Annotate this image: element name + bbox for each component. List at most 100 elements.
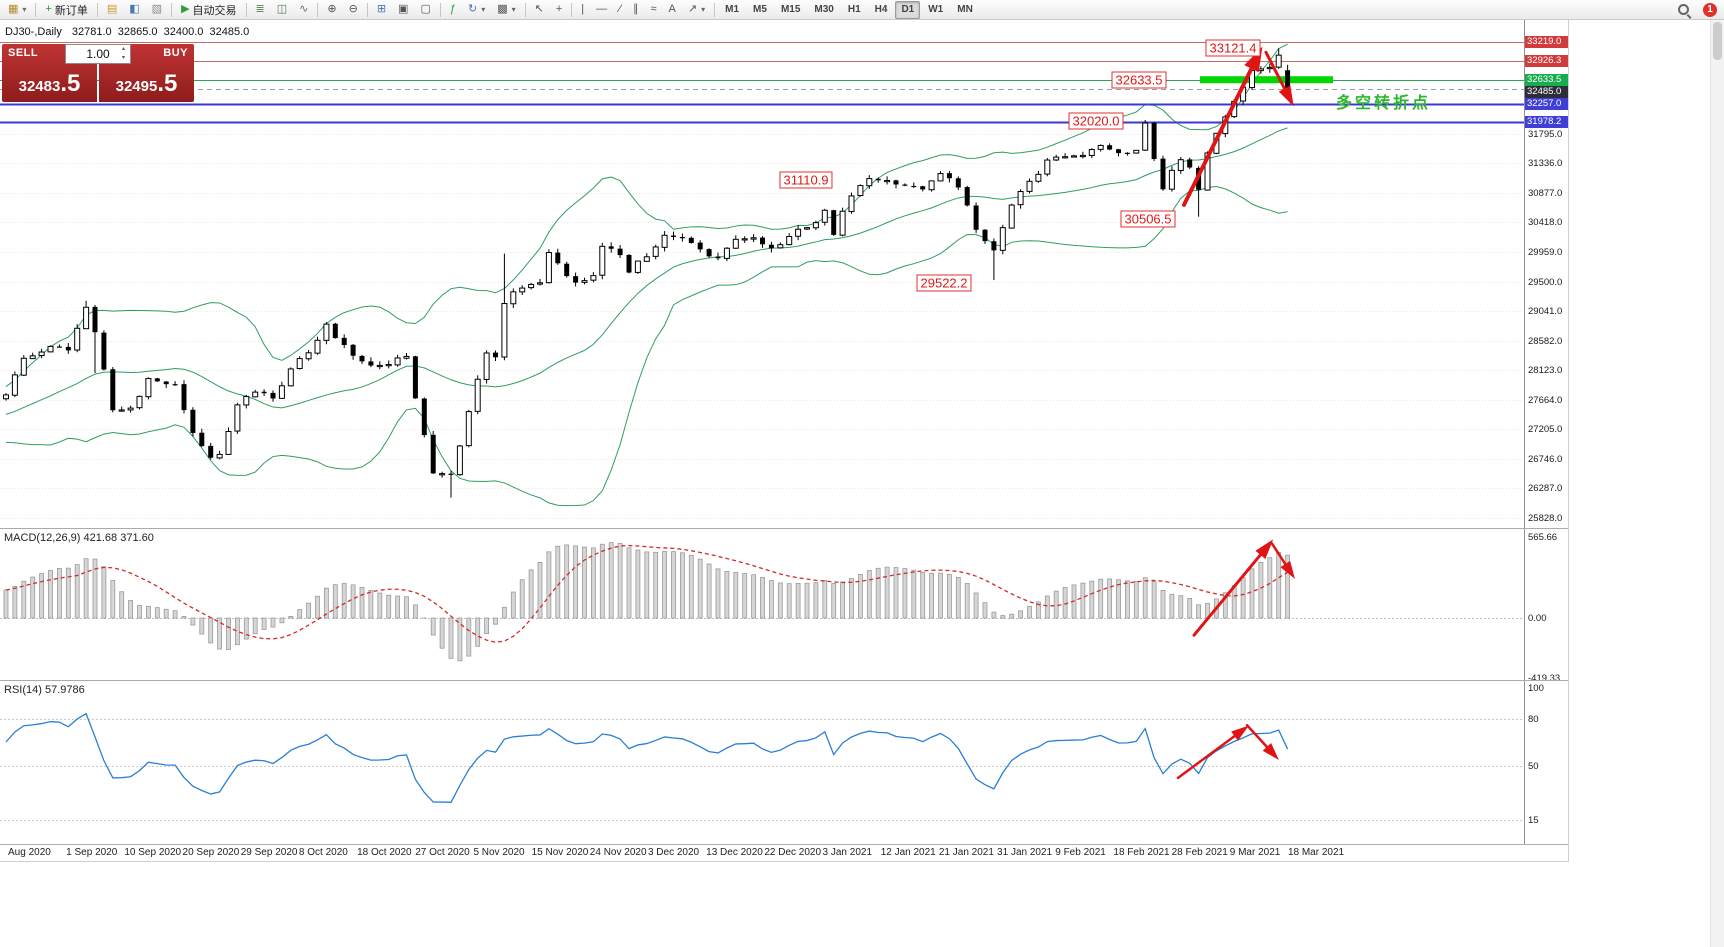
channel-button[interactable]: ∥ (628, 1, 644, 19)
toolbar: ▦ ▾ + 新订单 ▤ ◧ ▧ ▶ 自动交易 ≣ ◫ ∿ ⊕ ⊖ ⊞ ▣ ▢ ƒ ↻ ▾ ▩ ▾ ↖ + | — ∕ ∥ ≈ A ↗ ▾ M1 M… (0, 0, 1724, 20)
macd-signal-value: 371.60 (120, 532, 154, 544)
vertical-line-button[interactable]: | (576, 1, 589, 19)
navigator-button[interactable]: ▧ (147, 1, 167, 19)
new-order-button[interactable]: + 新订单 (40, 1, 92, 19)
candle-chart-icon: ◫ (276, 3, 288, 15)
channel-icon: ∥ (633, 3, 639, 15)
fibonacci-button[interactable]: ≈ (646, 1, 662, 19)
text-button[interactable]: A (664, 1, 681, 19)
cursor-button[interactable]: ↖ (530, 1, 549, 19)
time-axis-label: 9 Mar 2021 (1229, 847, 1281, 858)
price-axis: 31795.0 31336.0 30877.0 30418.0 29959.0 29500… (1524, 20, 1568, 844)
dropdown-caret-icon: ▾ (22, 5, 27, 14)
toolbar-separator (714, 2, 716, 17)
timeframe-d1-button[interactable]: D1 (895, 0, 921, 19)
add-indicator-icon: ƒ (449, 3, 456, 15)
add-indicator-button[interactable]: ƒ (445, 1, 461, 19)
rsi-axis-label: 80 (1528, 714, 1539, 725)
rsi-axis-label: 100 (1528, 683, 1544, 694)
buy-button[interactable]: BUY 32495.5 (99, 44, 194, 102)
crosshair-button[interactable]: + (551, 1, 567, 19)
line-chart-button[interactable]: ∿ (294, 1, 313, 19)
search-icon[interactable] (1678, 4, 1692, 19)
scrollbar-thumb[interactable] (1713, 22, 1722, 60)
time-axis-separator[interactable] (0, 844, 1568, 845)
time-axis-label: 1 Sep 2020 (66, 847, 118, 858)
market-watch-button[interactable]: ▤ (102, 1, 122, 19)
one-click-trading-panel: SELL 32483.5 BUY 32495.5 1.00 ▴ ▾ (2, 44, 194, 102)
crosshair-icon: + (555, 3, 563, 15)
period-button[interactable]: ↻ ▾ (463, 1, 490, 19)
lot-size-input[interactable]: 1.00 ▴ ▾ (65, 44, 131, 64)
zoom-in-button[interactable]: ⊕ (322, 1, 341, 19)
chart-window: DJ30-,Daily 32781.0 32865.0 32400.0 32485… (0, 20, 1569, 862)
price-annotation[interactable]: 32020.0 (1068, 112, 1124, 130)
price-axis-label: 30877.0 (1528, 187, 1563, 199)
price-annotation[interactable]: 32633.5 (1111, 71, 1167, 89)
time-axis-label: 13 Dec 2020 (706, 847, 763, 858)
line-chart-icon: ∿ (299, 3, 309, 15)
chart-title: DJ30-,Daily 32781.0 32865.0 32400.0 32485… (5, 26, 249, 38)
time-axis-label: 10 Sep 2020 (124, 847, 182, 858)
text-icon: A (668, 3, 676, 15)
horizontal-line-button[interactable]: — (591, 1, 612, 19)
cascade-windows-button[interactable]: ▣ (393, 1, 413, 19)
search-lens-icon (1678, 4, 1689, 15)
price-chart-canvas[interactable] (0, 20, 1524, 861)
time-axis-label: Aug 2020 (8, 847, 51, 858)
rsi-axis-label: 50 (1528, 760, 1539, 772)
tile-windows-button[interactable]: ⊞ (372, 1, 391, 19)
new-chart-button[interactable]: ▦ ▾ (3, 1, 31, 19)
price-annotation[interactable]: 31110.9 (779, 171, 833, 189)
timeframe-h4-button[interactable]: H4 (869, 1, 894, 19)
bar-chart-button[interactable]: ≣ (251, 1, 270, 19)
timeframe-m1-button[interactable]: M1 (719, 1, 745, 19)
spinner-up-icon[interactable]: ▴ (121, 46, 125, 52)
price-level-tag: 31978.2 (1525, 115, 1568, 128)
templates-button[interactable]: ▩ ▾ (492, 1, 520, 19)
lot-spinner[interactable]: ▴ ▾ (118, 45, 129, 63)
price-level-tag: 32485.0 (1525, 85, 1568, 98)
spinner-down-icon[interactable]: ▾ (121, 55, 125, 61)
timeframe-m5-button[interactable]: M5 (747, 1, 773, 19)
algo-trading-button[interactable]: ▶ 自动交易 (176, 1, 241, 19)
zoom-out-button[interactable]: ⊖ (344, 1, 363, 19)
trendline-button[interactable]: ∕ (614, 1, 626, 19)
dropdown-caret-icon: ▾ (701, 5, 706, 14)
period-icon: ↻ (467, 3, 478, 15)
vertical-scrollbar[interactable] (1710, 20, 1724, 947)
navigator-icon: ▧ (151, 3, 163, 15)
price-annotation[interactable]: 33121.4 (1205, 39, 1261, 57)
time-axis-label: 21 Jan 2021 (938, 847, 994, 858)
price-axis-label: 25828.0 (1528, 512, 1563, 524)
time-axis-label: 3 Jan 2021 (822, 847, 873, 858)
timeframe-h1-button[interactable]: H1 (842, 1, 867, 19)
candle-chart-button[interactable]: ◫ (272, 1, 292, 19)
price-annotation[interactable]: 30506.5 (1120, 210, 1176, 228)
data-window-button[interactable]: ◧ (124, 1, 144, 19)
cursor-icon: ↖ (534, 3, 544, 15)
symbol-period-label: DJ30-,Daily (5, 26, 62, 38)
timeframe-mn-button[interactable]: MN (951, 1, 979, 19)
timeframe-m15-button[interactable]: M15 (775, 1, 806, 19)
price-axis-label: 27205.0 (1528, 424, 1563, 436)
notification-badge[interactable]: 1 (1703, 3, 1717, 17)
timeframe-w1-button[interactable]: W1 (922, 1, 949, 19)
price-axis-label: 26287.0 (1528, 483, 1563, 495)
new-chart-icon: ▦ (8, 3, 19, 15)
arrange-windows-icon: ▢ (420, 3, 431, 15)
bar-chart-icon: ≣ (255, 3, 265, 15)
time-axis-label: 29 Sep 2020 (240, 847, 298, 858)
arrows-button[interactable]: ↗ ▾ (683, 1, 710, 19)
toolbar-separator (171, 2, 173, 17)
macd-panel-separator[interactable] (0, 528, 1568, 529)
arrows-icon: ↗ (687, 3, 698, 15)
price-annotation[interactable]: 29522.2 (916, 274, 972, 292)
horizontal-line-icon: — (596, 3, 608, 15)
rsi-panel-separator[interactable] (0, 680, 1568, 681)
buy-price: 32495.5 (115, 70, 178, 97)
arrange-windows-button[interactable]: ▢ (415, 1, 435, 19)
turning-point-note[interactable]: 多空转折点 (1336, 95, 1432, 113)
timeframe-m30-button[interactable]: M30 (808, 1, 839, 19)
